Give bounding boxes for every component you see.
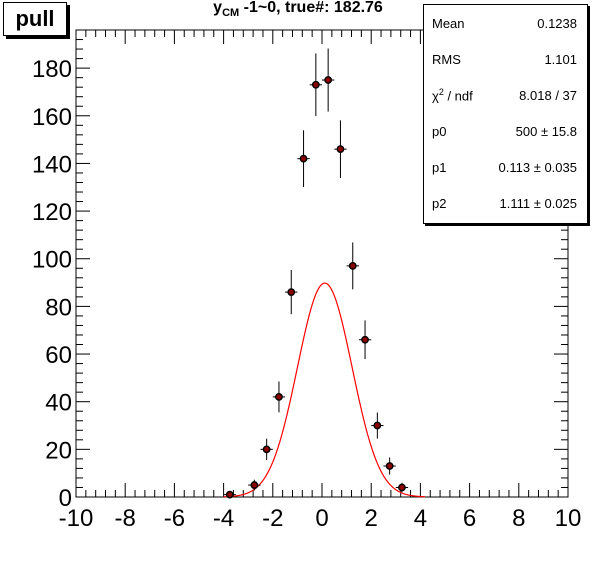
data-point <box>395 482 409 493</box>
y-tick-label: 140 <box>32 151 72 178</box>
x-tick-label: 0 <box>315 505 328 532</box>
x-tick-label: -8 <box>115 505 136 532</box>
y-axis: 0 20 40 60 80 100 120 140 160 180 <box>32 29 568 512</box>
point-marker <box>225 490 234 499</box>
y-tick-label: 120 <box>32 199 72 226</box>
data-point <box>322 48 335 112</box>
chart-title: yCM -1~0, true#: 182.76 <box>0 0 596 19</box>
point-marker <box>348 261 357 270</box>
stat-name: p2 <box>432 195 447 211</box>
stat-row-mean: Mean 0.1238 <box>432 14 577 32</box>
data-point <box>346 242 359 290</box>
x-axis: -10 -8 -6 -4 -2 0 2 4 6 8 10 <box>59 30 582 532</box>
point-marker <box>385 462 394 470</box>
data-point <box>334 120 347 178</box>
y-tick-label: 100 <box>32 247 72 274</box>
data-point <box>285 269 298 315</box>
data-point <box>248 479 261 491</box>
x-tick-label: -10 <box>59 505 94 532</box>
title-rest: -1~0, true#: 182.76 <box>239 0 383 16</box>
point-marker <box>287 288 296 296</box>
stat-value: 1.111 ± 0.025 <box>499 195 578 211</box>
data-point <box>260 438 273 461</box>
title-subscript: CM <box>222 7 240 19</box>
point-marker <box>324 76 333 84</box>
x-tick-label: 6 <box>463 505 476 532</box>
y-tick-label: 40 <box>45 390 72 417</box>
stat-row-rms: RMS 1.101 <box>432 50 577 68</box>
x-tick-label: -2 <box>262 505 283 532</box>
pull-label-text: pull <box>15 6 55 31</box>
stat-value: 1.101 <box>544 51 577 67</box>
stat-row-chi2: χ2 / ndf 8.018 / 37 <box>432 86 577 104</box>
point-marker <box>398 483 406 492</box>
y-tick-label: 20 <box>45 437 72 464</box>
y-tick-label: 160 <box>32 104 72 131</box>
stat-name: p0 <box>432 123 447 139</box>
x-tick-label: -4 <box>213 505 234 532</box>
x-tick-label: 10 <box>555 505 582 532</box>
point-marker <box>250 481 259 489</box>
y-tick-label: 180 <box>32 56 72 83</box>
x-tick-label: -6 <box>164 505 185 532</box>
data-point <box>371 412 384 439</box>
data-point <box>358 320 372 360</box>
point-marker <box>299 154 308 163</box>
gaussian-fit-curve <box>223 282 425 498</box>
y-tick-label: 60 <box>45 342 72 369</box>
data-point <box>383 457 396 475</box>
data-point <box>309 53 322 117</box>
chi-superscript: 2 <box>438 86 444 97</box>
stat-value: 500 ± 15.8 <box>515 123 577 139</box>
pull-label: pull <box>3 2 67 36</box>
point-marker <box>373 421 382 430</box>
point-marker <box>311 80 320 89</box>
point-marker <box>262 445 271 454</box>
stat-name: Mean <box>432 15 465 31</box>
data-point <box>272 381 286 413</box>
y-tick-label: 80 <box>45 294 72 321</box>
stats-box: Mean 0.1238 RMS 1.101 χ2 / ndf 8.018 / 3… <box>423 4 588 224</box>
data-points <box>223 48 409 499</box>
stat-name: RMS <box>432 51 461 67</box>
x-tick-label: 2 <box>365 505 378 532</box>
x-tick-label: 8 <box>512 505 525 532</box>
stat-value: 0.1238 <box>537 15 577 31</box>
ndf-text: / ndf <box>443 88 473 104</box>
stat-value: 8.018 / 37 <box>519 87 577 103</box>
point-marker <box>336 145 345 154</box>
title-main: y <box>213 0 223 16</box>
stat-row-p2: p2 1.111 ± 0.025 <box>432 194 577 212</box>
stat-row-p1: p1 0.113 ± 0.035 <box>432 158 577 176</box>
stat-name: χ2 / ndf <box>432 87 473 103</box>
point-marker <box>361 335 369 344</box>
data-point <box>297 130 310 188</box>
data-point <box>223 490 236 499</box>
stat-value: 0.113 ± 0.035 <box>498 159 577 175</box>
chi-symbol: χ <box>432 88 439 104</box>
y-tick-label: 0 <box>59 485 72 512</box>
stat-name: p1 <box>432 159 447 175</box>
point-marker <box>275 393 283 401</box>
x-tick-label: 4 <box>414 505 427 532</box>
stat-row-p0: p0 500 ± 15.8 <box>432 122 577 140</box>
